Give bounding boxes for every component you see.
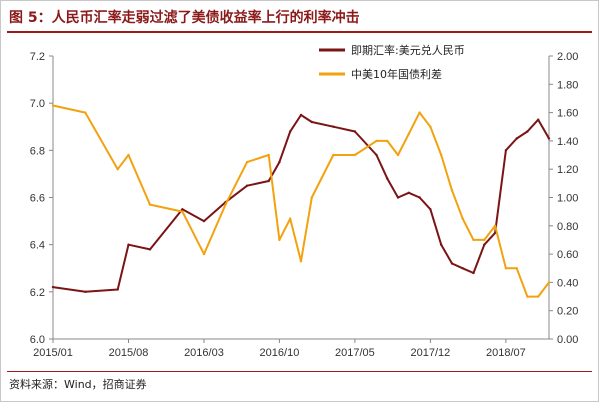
- fx-rate-point: [472, 271, 475, 275]
- fx-rate-point: [148, 248, 152, 251]
- yield-spread-point: [418, 111, 421, 114]
- yield-spread-point: [537, 295, 540, 298]
- fx-rate-point: [84, 290, 87, 293]
- right-tick-label: 1.00: [557, 193, 578, 205]
- fx-rate-point: [332, 125, 335, 128]
- fx-rate-point: [245, 184, 249, 187]
- x-tick-label: 2016/10: [260, 347, 300, 359]
- fx-rate-point: [353, 130, 357, 133]
- yield-spread-point: [353, 153, 357, 157]
- left-tick-label: 6.2: [30, 287, 45, 299]
- yield-spread-point: [84, 111, 87, 114]
- x-tick-label: 2017/05: [335, 347, 375, 359]
- yield-spread-point: [245, 160, 249, 164]
- fx-rate-point: [396, 196, 400, 199]
- fx-rate-point: [51, 285, 55, 289]
- fx-rate-point: [181, 208, 184, 211]
- yield-spread-point: [127, 153, 130, 157]
- yield-spread-point: [504, 267, 508, 270]
- right-tick-label: 1.40: [557, 136, 578, 148]
- left-tick-label: 6.0: [30, 334, 45, 346]
- left-tick-label: 6.4: [30, 240, 45, 252]
- yield-spread-point: [332, 153, 335, 157]
- yield-spread-point: [429, 125, 432, 128]
- yield-spread-point: [116, 168, 119, 171]
- left-tick-label: 6.8: [30, 145, 45, 157]
- yield-spread-point: [440, 153, 443, 157]
- fx-rate-point: [461, 267, 464, 270]
- yield-spread-point: [310, 196, 313, 199]
- yield-spread-point: [181, 210, 184, 213]
- x-tick-label: 2017/12: [411, 347, 451, 359]
- yield-spread-point: [278, 238, 281, 242]
- fx-rate-point: [289, 130, 292, 133]
- fx-rate-point: [386, 177, 389, 180]
- left-tick-label: 7.2: [30, 51, 45, 63]
- fx-rate-point: [127, 243, 130, 246]
- fx-rate-series-line: [52, 114, 550, 293]
- yield-spread-point: [526, 295, 529, 298]
- left-tick-label: 7.0: [30, 98, 45, 110]
- source-note: 资料来源：Wind，招商证券: [9, 378, 147, 391]
- yield-spread-point: [289, 217, 292, 220]
- right-tick-label: 2.00: [557, 51, 578, 63]
- right-tick-label: 0.00: [557, 334, 578, 346]
- right-tick-label: 0.60: [557, 249, 578, 261]
- fx-rate-point: [526, 130, 529, 133]
- figure-title: 图 5：人民币汇率走弱过滤了美债收益率上行的利率冲击: [9, 10, 360, 26]
- x-tick-label: 2016/03: [184, 347, 224, 359]
- right-tick-label: 1.20: [557, 164, 578, 176]
- right-tick-label: 0.20: [557, 306, 578, 318]
- legend-label-fx: 即期汇率:美元兑人民币: [351, 43, 465, 57]
- right-tick-label: 0.80: [557, 221, 578, 233]
- fx-rate-point: [407, 191, 410, 194]
- x-tick-label: 2015/01: [33, 347, 73, 359]
- left-tick-label: 6.6: [30, 193, 45, 205]
- yield-spread-point: [472, 238, 475, 242]
- fx-rate-point: [440, 243, 443, 246]
- fx-rate-point: [483, 243, 486, 246]
- yield-spread-point: [493, 224, 497, 227]
- yield-spread-point: [299, 260, 303, 263]
- fx-rate-point: [429, 208, 432, 211]
- fx-rate-point: [116, 288, 119, 291]
- x-tick-label: 2018/07: [486, 347, 526, 359]
- fx-rate-point: [537, 118, 540, 121]
- fx-rate-point: [299, 113, 303, 117]
- yield-spread-point: [547, 281, 551, 284]
- yield-spread-point: [407, 132, 410, 135]
- yield-spread-point: [450, 189, 454, 192]
- yield-spread-point: [396, 153, 400, 157]
- yield-spread-point: [148, 203, 152, 206]
- fx-rate-point: [310, 120, 313, 124]
- yield-spread-point: [386, 139, 389, 143]
- yield-spread-point: [51, 104, 55, 107]
- fx-rate-point: [202, 219, 206, 223]
- yield-spread-point: [224, 203, 227, 206]
- fx-rate-point: [267, 179, 270, 183]
- yield-spread-point: [202, 252, 206, 256]
- x-tick-label: 2015/08: [109, 347, 149, 359]
- fx-rate-point: [547, 137, 551, 140]
- yield-spread-point: [267, 153, 270, 157]
- fx-rate-point: [278, 160, 281, 164]
- yield-spread-point: [515, 267, 518, 270]
- fx-rate-point: [450, 262, 454, 265]
- title-divider: [7, 31, 592, 33]
- right-tick-label: 0.40: [557, 277, 578, 289]
- legend-label-spread: 中美10年国债利差: [351, 67, 442, 81]
- right-tick-label: 1.80: [557, 79, 578, 91]
- source-divider: [7, 371, 592, 372]
- yield-spread-point: [461, 217, 464, 220]
- yield-spread-point: [483, 238, 486, 242]
- right-tick-label: 1.60: [557, 108, 578, 120]
- fx-rate-point: [375, 153, 378, 157]
- yield-spread-point: [375, 139, 378, 143]
- fx-rate-point: [515, 137, 518, 140]
- fx-rate-point: [418, 196, 421, 199]
- fx-rate-point: [493, 231, 497, 235]
- fx-rate-point: [504, 149, 508, 152]
